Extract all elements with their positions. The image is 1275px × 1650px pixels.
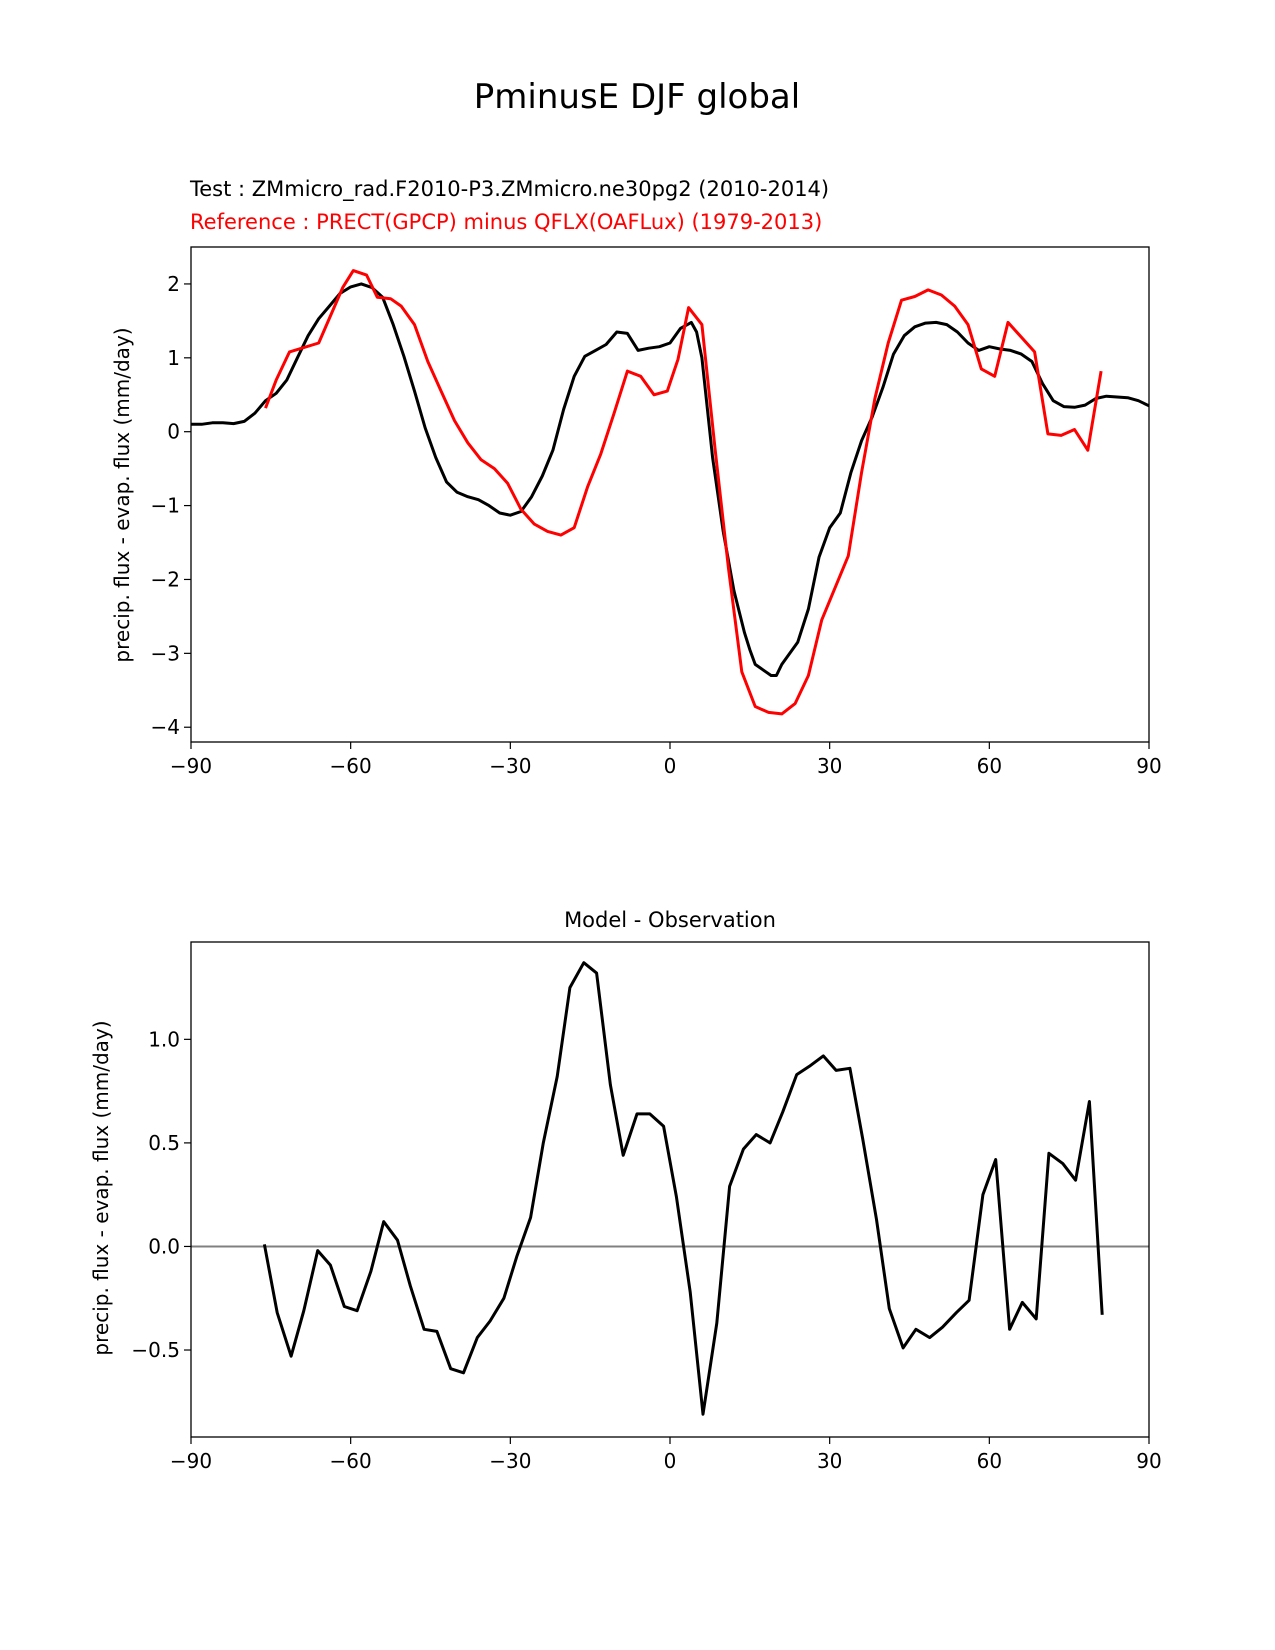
- figure-title: PminusE DJF global: [474, 77, 800, 117]
- difference-title: Model - Observation: [564, 908, 776, 932]
- difference-y-tick-label: 0.0: [148, 1234, 180, 1258]
- difference-x-tick-label: 30: [817, 1449, 842, 1473]
- main-y-tick-label: −4: [151, 715, 180, 739]
- difference-test-series-line: [262, 961, 1104, 1416]
- main-y-tick-label: 2: [167, 272, 180, 296]
- difference-y-tick-label: 0.5: [148, 1131, 180, 1155]
- difference-y-tick-label: 1.0: [148, 1027, 180, 1051]
- main-y-tick-label: −2: [151, 567, 180, 591]
- main-reference-series-line: [264, 269, 1103, 716]
- main-test-series-line: [191, 282, 1150, 677]
- main-x-tick-label: −60: [330, 754, 372, 778]
- difference-plot-frame: [190, 941, 1150, 1438]
- main-x-tick-label: −90: [170, 754, 212, 778]
- test-subtitle: Test : ZMmicro_rad.F2010-P3.ZMmicro.ne30…: [189, 177, 829, 202]
- difference-x-tick-label: 90: [1136, 1449, 1161, 1473]
- difference-panel: Model - Observation precip. flux - evap.…: [89, 908, 1162, 1473]
- difference-y-tick-label: −0.5: [131, 1338, 180, 1362]
- difference-x-tick-label: −30: [489, 1449, 531, 1473]
- main-panel: Test : ZMmicro_rad.F2010-P3.ZMmicro.ne30…: [110, 177, 1162, 778]
- main-x-tick-label: 90: [1136, 754, 1161, 778]
- main-y-axis-label: precip. flux - evap. flux (mm/day): [110, 327, 134, 662]
- main-plot-area: −90 −60 −30 0 30 60 90 −4 −3 −2 −1 0 1 2: [151, 269, 1162, 778]
- main-x-tick-label: 30: [817, 754, 842, 778]
- main-y-tick-label: −1: [151, 494, 180, 518]
- main-y-tick-label: −3: [151, 641, 180, 665]
- main-y-tick-label: 1: [167, 346, 180, 370]
- main-x-tick-label: 60: [977, 754, 1002, 778]
- main-x-tick-label: −30: [489, 754, 531, 778]
- difference-x-tick-label: 0: [664, 1449, 677, 1473]
- difference-x-tick-label: −90: [170, 1449, 212, 1473]
- main-x-tick-label: 0: [664, 754, 677, 778]
- reference-subtitle: Reference : PRECT(GPCP) minus QFLX(OAFLu…: [190, 210, 822, 234]
- main-plot-frame: [190, 246, 1150, 743]
- main-y-tick-label: 0: [167, 420, 180, 444]
- difference-x-tick-label: −60: [330, 1449, 372, 1473]
- difference-y-axis-label: precip. flux - evap. flux (mm/day): [89, 1020, 113, 1355]
- difference-plot-area: −90 −60 −30 0 30 60 90 −0.5 0.0 0.5 1.0: [131, 961, 1162, 1473]
- difference-x-tick-label: 60: [977, 1449, 1002, 1473]
